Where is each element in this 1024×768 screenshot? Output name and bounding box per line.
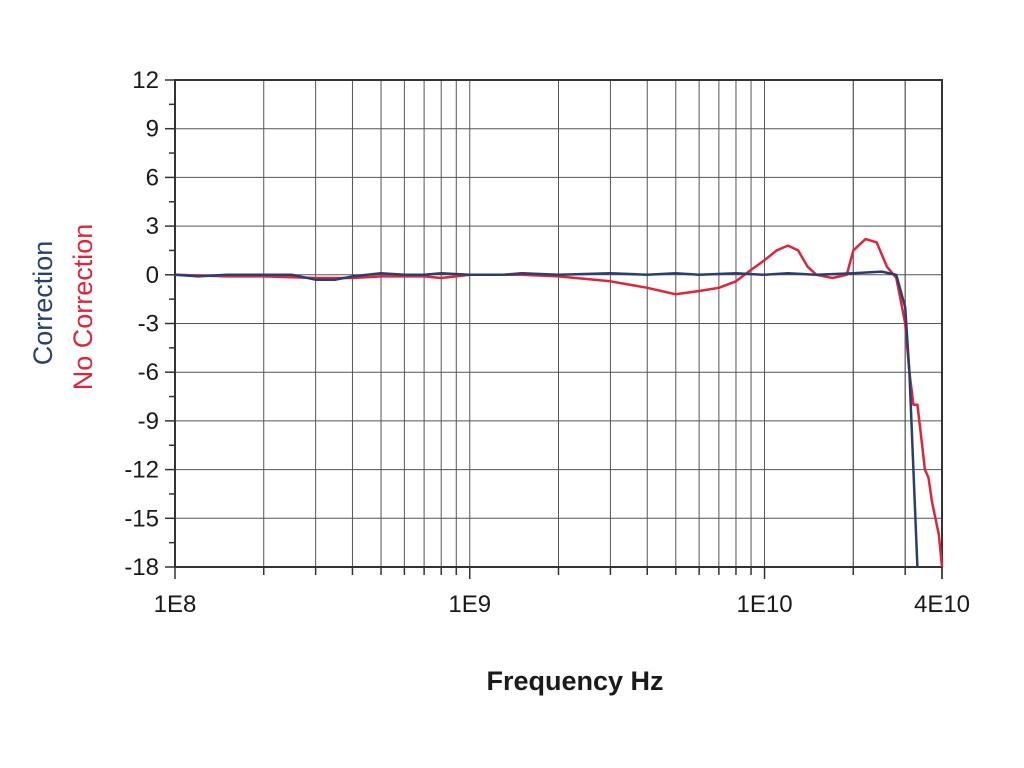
x-axis-title: Frequency Hz: [486, 666, 663, 696]
y-tick-label: -3: [138, 311, 159, 338]
y-tick-label: 9: [146, 116, 159, 143]
y-tick-label: 3: [146, 213, 159, 240]
legend-label-no-correction: No Correction: [68, 224, 98, 391]
y-tick-label: -6: [138, 359, 159, 386]
series-layer: [174, 237, 944, 568]
y-tick-label: -18: [124, 554, 159, 581]
x-tick-label: 1E9: [448, 591, 491, 618]
y-tick-label: -15: [124, 505, 159, 532]
grid: [175, 79, 942, 568]
y-tick-label: 0: [146, 262, 159, 289]
y-tick-label: -12: [124, 457, 159, 484]
x-tick-label: 4E10: [914, 591, 970, 618]
x-tick-label: 1E8: [154, 591, 197, 618]
y-tick-label: -9: [138, 408, 159, 435]
x-axis: 1E8 1E9 1E10 4E10: [154, 567, 970, 618]
series-line-correction: [174, 270, 919, 568]
y-tick-label: 12: [132, 67, 159, 94]
y-tick-label: 6: [146, 164, 159, 191]
x-tick-label: 1E10: [737, 591, 793, 618]
y-axis: 12 9 6 3 0 -3 -6 -9 -12 -15 -18: [124, 67, 175, 581]
legend-label-correction: Correction: [28, 241, 58, 366]
series-line-no-correction: [174, 237, 944, 568]
